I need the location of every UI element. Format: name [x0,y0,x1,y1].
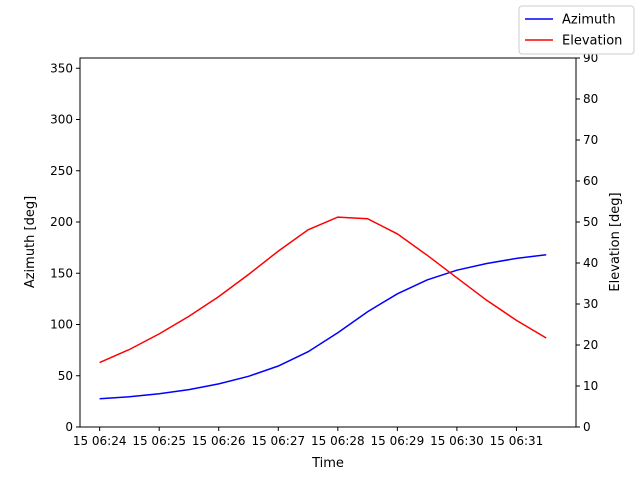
y-right-tick-label: 50 [583,215,598,229]
x-tick-label: 15 06:25 [132,434,186,448]
y-right-tick-label: 60 [583,174,598,188]
y-right-tick-label: 0 [583,420,591,434]
legend-label: Azimuth [562,13,616,28]
y-right-tick-label: 30 [583,297,598,311]
x-tick-label: 15 06:27 [251,434,305,448]
x-tick-label: 15 06:24 [73,434,127,448]
y-left-tick-label: 300 [50,113,73,127]
y-right-tick-label: 10 [583,379,598,393]
y-axis-left: 0 50 100 150 200 250 300 350 [50,61,80,434]
y-left-tick-label: 0 [65,420,73,434]
y-left-tick-label: 250 [50,164,73,178]
y-axis-right-label: Elevation [deg] [608,192,623,291]
y-left-tick-label: 200 [50,215,73,229]
x-tick-label: 15 06:26 [192,434,246,448]
y-axis-left-label: Azimuth [deg] [23,196,38,288]
y-right-tick-label: 40 [583,256,598,270]
x-tick-label: 15 06:29 [371,434,425,448]
x-axis-label: Time [311,456,344,471]
legend-box [518,5,635,55]
y-left-tick-label: 50 [58,369,73,383]
legend-label: Elevation [562,34,622,49]
x-tick-label: 15 06:28 [311,434,365,448]
y-left-tick-label: 150 [50,266,73,280]
series-line-elevation [99,216,547,364]
x-tick-label: 15 06:30 [430,434,484,448]
y-right-tick-label: 20 [583,338,598,352]
plot-frame [79,57,577,428]
y-left-tick-label: 100 [50,318,73,332]
x-axis: 15 06:24 15 06:25 15 06:26 15 06:27 15 06:28… [73,427,543,448]
legend: Azimuth Elevation [518,5,635,55]
y-right-tick-label: 70 [583,133,598,147]
y-right-tick-label: 80 [583,92,598,106]
series-line-azimuth [99,254,547,400]
y-left-tick-label: 350 [50,61,73,75]
x-tick-label: 15 06:31 [490,434,544,448]
